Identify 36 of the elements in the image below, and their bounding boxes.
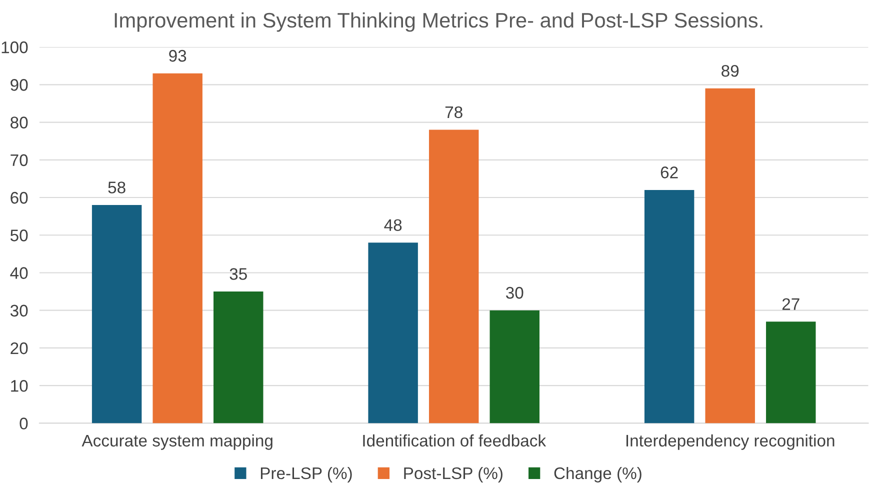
bar <box>766 322 816 424</box>
bar <box>368 242 418 424</box>
data-label: 62 <box>660 166 678 178</box>
data-label: 93 <box>169 50 186 62</box>
legend-label: Change (%) <box>554 466 642 482</box>
data-label: 78 <box>445 106 462 118</box>
chart-title: Improvement in System Thinking Metrics Pre- and Post-LSP Sessions. <box>114 12 762 32</box>
y-tick-label: 10 <box>11 380 28 392</box>
bar <box>490 310 540 424</box>
bar <box>92 205 142 424</box>
y-tick-label: 0 <box>20 418 28 430</box>
y-tick-label: 60 <box>10 192 28 204</box>
data-label: 48 <box>384 219 402 232</box>
data-label: 30 <box>506 286 524 299</box>
legend-label: Pre-LSP (%) <box>260 466 352 482</box>
x-tick-label: Accurate system mapping <box>82 434 272 450</box>
data-label: 89 <box>722 64 739 77</box>
bar <box>152 73 202 424</box>
bar <box>428 130 479 424</box>
x-tick-label: Interdependency recognition <box>626 434 834 450</box>
x-tick-label: Identification of feedback <box>363 434 546 447</box>
data-label: 58 <box>108 182 126 194</box>
y-tick-label: 80 <box>10 116 28 128</box>
bar <box>214 292 264 424</box>
legend-label: Post-LSP (%) <box>404 466 502 482</box>
bar <box>705 88 755 424</box>
y-tick-label: 100 <box>2 41 28 54</box>
y-tick-label: 90 <box>10 79 28 91</box>
y-tick-label: 40 <box>10 267 28 279</box>
y-tick-label: 70 <box>10 154 28 166</box>
bar <box>644 190 694 424</box>
data-label: 35 <box>230 268 247 280</box>
y-tick-label: 30 <box>10 304 28 317</box>
y-tick-label: 20 <box>10 342 28 354</box>
data-label: 27 <box>782 298 800 310</box>
y-tick-label: 50 <box>10 230 28 242</box>
